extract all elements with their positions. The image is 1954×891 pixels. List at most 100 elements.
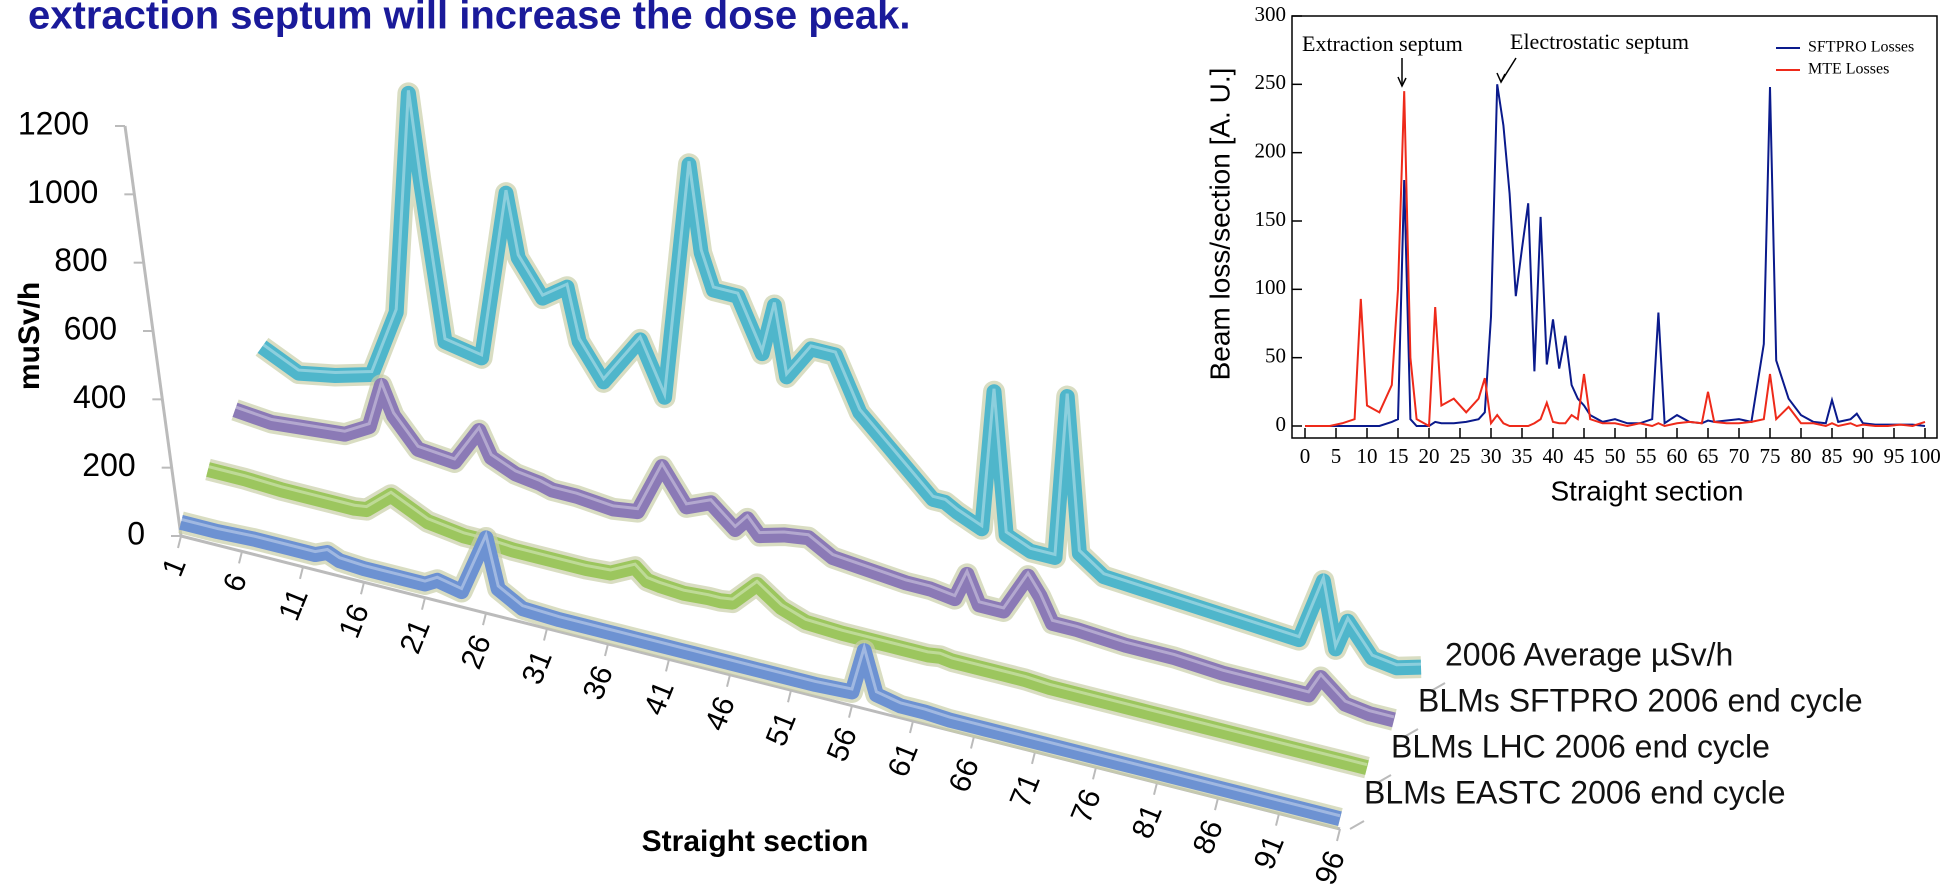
x-tick-label: 35	[1512, 444, 1533, 468]
x-tick-label: 46	[699, 692, 742, 735]
x-tick-label: 21	[394, 615, 437, 658]
annotation: Extraction septum	[1302, 31, 1463, 56]
x-axis-label: Straight section	[1551, 475, 1744, 506]
x-tick-label: 70	[1729, 444, 1750, 468]
x-tick-label: 80	[1791, 444, 1812, 468]
x-tick	[177, 535, 182, 549]
x-tick	[482, 612, 487, 626]
ribbon	[232, 377, 1396, 728]
y-tick-label: 400	[73, 379, 126, 415]
legend-label: BLMs EASTC 2006 end cycle	[1364, 774, 1786, 810]
x-tick-label: 26	[455, 630, 498, 673]
y-tick-label: 150	[1255, 207, 1287, 231]
y-tick-label: 800	[54, 242, 107, 278]
y-tick-label: 300	[1255, 2, 1287, 26]
loss-line	[1305, 84, 1926, 427]
x-tick-label: 6	[217, 569, 254, 597]
depth-tick	[1403, 728, 1419, 738]
x-tick-label: 95	[1884, 444, 1905, 468]
x-tick-label: 20	[1419, 444, 1440, 468]
y-tick-label: 250	[1255, 70, 1287, 94]
ribbon-highlight	[261, 90, 1422, 667]
y-tick-label: 0	[127, 515, 145, 551]
x-tick-label: 91	[1248, 831, 1291, 874]
x-tick	[238, 551, 243, 564]
x-tick-label: 71	[1004, 769, 1047, 812]
x-tick	[1275, 813, 1280, 826]
ribbon-highlight	[207, 465, 1368, 767]
ribbon	[179, 515, 1342, 827]
x-tick-label: 16	[333, 599, 376, 642]
depth-tick	[1349, 820, 1365, 830]
x-tick	[421, 597, 426, 610]
y-tick-label: 600	[64, 310, 117, 346]
x-tick-label: 60	[1667, 444, 1688, 468]
x-tick	[360, 582, 365, 595]
x-tick-label: 96	[1309, 846, 1352, 889]
x-tick-label: 76	[1065, 785, 1108, 828]
y-tick-label: 200	[1255, 138, 1287, 162]
ribbon	[257, 85, 1422, 676]
y-axis-label: Beam loss/section [A. U.]	[1204, 68, 1235, 381]
x-tick	[1092, 767, 1097, 780]
y-tick-label: 50	[1265, 343, 1286, 367]
x-tick	[604, 643, 609, 657]
legend-label: MTE Losses	[1808, 61, 1889, 78]
y-tick-label: 100	[1255, 275, 1287, 299]
x-tick-label: 1	[156, 553, 193, 581]
y-tick-label: 1200	[18, 105, 89, 141]
x-tick-label: 10	[1357, 444, 1378, 468]
y-axis-label: muSv/h	[13, 282, 46, 390]
arrow-head	[1397, 76, 1407, 88]
x-tick-label: 31	[516, 646, 559, 689]
x-tick-label: 40	[1543, 444, 1564, 468]
x-tick-label: 25	[1450, 444, 1471, 468]
x-tick	[543, 628, 548, 641]
x-tick-label: 90	[1853, 444, 1874, 468]
x-tick	[665, 659, 670, 672]
x-tick-label: 85	[1822, 444, 1843, 468]
ribbon-highlight	[234, 377, 1395, 719]
y-tick-label: 1000	[27, 174, 98, 210]
x-tick-label: 81	[1126, 800, 1169, 843]
x-tick	[299, 566, 304, 580]
x-tick-label: 56	[821, 723, 864, 766]
x-tick-label: 30	[1481, 444, 1502, 468]
x-tick-label: 5	[1331, 444, 1342, 468]
x-tick-label: 45	[1574, 444, 1595, 468]
x-tick	[1214, 797, 1219, 811]
x-tick-label: 15	[1388, 444, 1409, 468]
arrow-head	[1496, 72, 1506, 84]
x-tick	[787, 689, 792, 703]
slide-title: extraction septum will increase the dose…	[28, 0, 911, 38]
x-tick	[848, 705, 853, 718]
x-tick-label: 41	[638, 677, 681, 720]
x-tick	[726, 674, 731, 688]
x-tick	[1336, 828, 1341, 842]
x-tick-label: 65	[1698, 444, 1719, 468]
x-tick	[1031, 751, 1036, 765]
legend-label: SFTPRO Losses	[1808, 39, 1914, 56]
annotation: Electrostatic septum	[1510, 29, 1689, 54]
y-tick-label: 0	[1276, 412, 1287, 436]
depth-tick	[1376, 774, 1392, 784]
x-tick-label: 55	[1636, 444, 1657, 468]
ribbon	[206, 462, 1369, 775]
legend-label: 2006 Average µSv/h	[1445, 636, 1733, 672]
x-tick-label: 61	[882, 738, 925, 781]
plot-frame	[1291, 15, 1938, 439]
y-tick-label: 200	[82, 447, 135, 483]
x-tick-label: 100	[1909, 444, 1941, 468]
x-tick-label: 11	[273, 584, 315, 625]
loss-line	[1305, 91, 1926, 428]
x-tick-label: 50	[1605, 444, 1626, 468]
x-tick-label: 66	[943, 754, 986, 797]
x-axis-label: Straight section	[642, 825, 869, 858]
depth-tick	[1430, 682, 1446, 692]
x-tick-label: 75	[1760, 444, 1781, 468]
x-tick-label: 86	[1187, 815, 1230, 858]
legend-label: BLMs LHC 2006 end cycle	[1391, 728, 1770, 764]
x-tick-label: 0	[1300, 444, 1311, 468]
